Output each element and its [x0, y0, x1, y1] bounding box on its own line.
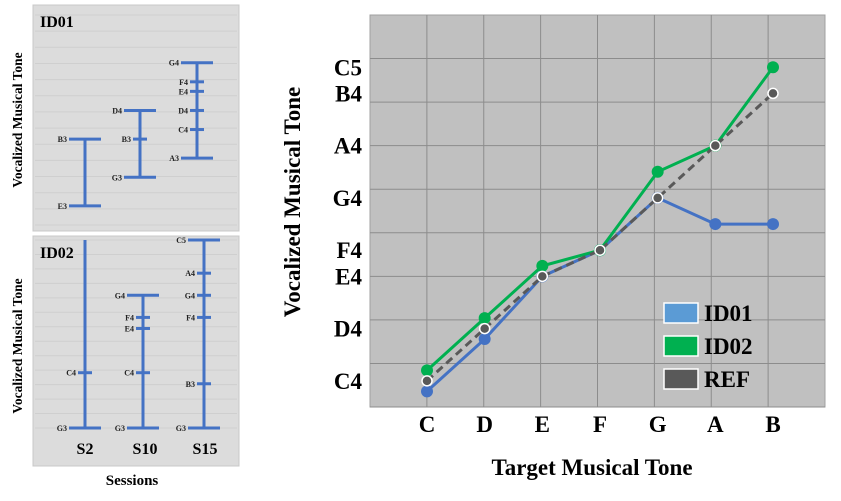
- x-axis-title: Target Musical Tone: [491, 455, 692, 480]
- x-tick-label: F: [593, 412, 607, 437]
- panel-id02-label: ID02: [40, 245, 74, 262]
- range-tick-label: G4: [169, 59, 179, 68]
- y-axis-title: Vocalized Musical Tone: [280, 87, 305, 317]
- x-tick-label: B: [765, 412, 780, 437]
- range-tick-label: C4: [124, 369, 134, 378]
- data-point-ref: [709, 139, 722, 152]
- range-tick-label: G4: [115, 291, 125, 300]
- data-point-id02: [651, 165, 664, 178]
- range-tick-label: E4: [125, 324, 134, 333]
- range-tick-label: A3: [169, 154, 179, 163]
- range-tick-label: E4: [179, 87, 188, 96]
- x-tick-label: G: [649, 412, 667, 437]
- y-tick-label: D4: [334, 317, 363, 342]
- y-tick-label: C5: [334, 55, 362, 80]
- x-tick-label: C: [419, 412, 436, 437]
- data-point-ref: [594, 244, 606, 256]
- y-tick-label: A4: [334, 134, 363, 159]
- session-label-s10: S10: [133, 441, 158, 458]
- session-label-s15: S15: [193, 441, 218, 458]
- legend-swatch-id01: [663, 302, 699, 324]
- data-point-id02: [767, 61, 779, 74]
- panel-id02-ylabel: Vocalized Musical Tone: [10, 278, 25, 413]
- range-tick-label: F4: [179, 78, 188, 87]
- range-tick-label: D4: [112, 106, 122, 115]
- data-point-ref: [478, 322, 491, 335]
- range-tick-label: F4: [125, 313, 134, 322]
- panel-id01-gridlines: [35, 14, 237, 226]
- range-tick-label: G3: [57, 424, 67, 433]
- range-tick-label: A4: [185, 269, 195, 278]
- session-labels: S2 S10 S15: [77, 441, 218, 458]
- series-lines: [421, 61, 779, 398]
- legend-swatch-ref: [663, 368, 699, 390]
- x-tick-label: E: [535, 412, 550, 437]
- data-point-id01: [478, 333, 491, 346]
- range-tick-label: C4: [66, 369, 76, 378]
- data-point-id01: [709, 218, 722, 231]
- data-point-id01: [767, 218, 779, 231]
- data-point-ref: [421, 375, 433, 387]
- legend: ID01 ID02 REF: [663, 301, 753, 392]
- panel-id02-ranges: G3 C4 G3 C4 E4 F4 G4 G3 B3 F4 G4 A4 C5: [57, 236, 220, 433]
- panel-id01-label: ID01: [40, 14, 74, 31]
- sessions-xlabel: Sessions: [106, 473, 159, 489]
- x-tick-label: A: [707, 412, 724, 437]
- panel-id02: ID02 G3 C4 G3 C4 E4 F4 G4 G3 B3 F4 G4 A4 C5 S2 S10 S15: [32, 235, 240, 467]
- legend-label-id02: ID02: [704, 334, 753, 359]
- range-tick-label: B3: [58, 135, 67, 144]
- data-point-id02: [478, 312, 491, 325]
- data-point-ref: [536, 270, 549, 283]
- range-tick-label: G3: [115, 424, 125, 433]
- legend-label-id01: ID01: [704, 301, 753, 326]
- y-tick-label: E4: [335, 264, 362, 289]
- data-point-ref: [767, 87, 779, 100]
- range-tick-label: C5: [176, 236, 186, 245]
- range-tick-label: G4: [185, 291, 195, 300]
- panel-id01-background: [32, 4, 240, 232]
- range-tick-label: E3: [58, 202, 67, 211]
- session-label-s2: S2: [77, 441, 94, 458]
- y-tick-label: C4: [334, 369, 363, 394]
- y-tick-label: B4: [335, 81, 362, 106]
- range-tick-label: B3: [186, 380, 195, 389]
- data-point-id02: [421, 364, 433, 377]
- range-tick-label: F4: [186, 313, 195, 322]
- range-tick-label: D4: [178, 106, 188, 115]
- x-tick-label: D: [476, 412, 493, 437]
- data-point-ref: [651, 192, 664, 204]
- data-point-id02: [536, 259, 549, 272]
- range-tick-label: B3: [122, 135, 131, 144]
- y-tick-label: F4: [336, 238, 362, 263]
- range-tick-label: C4: [178, 126, 188, 135]
- panel-id01-ylabel: Vocalized Musical Tone: [10, 52, 25, 187]
- range-tick-label: G3: [176, 424, 186, 433]
- legend-label-ref: REF: [704, 367, 750, 392]
- y-tick-label: G4: [333, 186, 363, 211]
- main-gridlines: [370, 15, 825, 408]
- range-tick-label: G3: [112, 173, 122, 182]
- data-point-id01: [421, 385, 433, 398]
- legend-swatch-id02: [663, 335, 699, 357]
